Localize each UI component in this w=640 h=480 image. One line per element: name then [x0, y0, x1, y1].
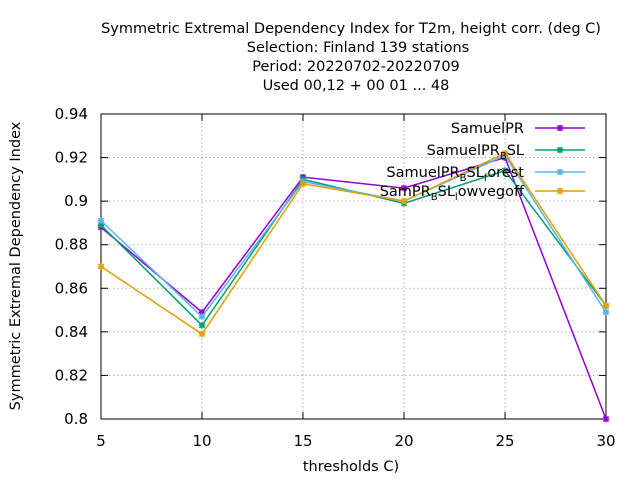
data-point — [97, 217, 105, 224]
grid — [101, 114, 606, 419]
data-point — [501, 167, 509, 174]
x-tick-label: 30 — [596, 432, 615, 450]
legend-marker — [556, 187, 564, 195]
data-point — [602, 302, 610, 309]
y-tick-label: 0.88 — [55, 236, 88, 254]
data-point — [198, 313, 206, 320]
legend-entry-2: SamuelPRBSL — [427, 143, 585, 162]
legend: SamuelPR SamuelPRBSL SamuelPRBSLforestSamP… — [380, 121, 585, 203]
y-tick-label: 0.92 — [55, 149, 88, 167]
title-line-4: Used 00,12 + 00 01 ... 48 — [263, 78, 450, 94]
series-4 — [97, 150, 610, 338]
y-tick-label: 0.82 — [55, 366, 88, 384]
x-axis-label: thresholds C) — [303, 459, 399, 475]
plot-frame — [100, 113, 607, 420]
series-line — [100, 154, 607, 318]
y-tick-label: 0.94 — [55, 105, 88, 123]
legend-label: SamuelPRBSL — [427, 143, 524, 162]
data-point — [602, 309, 610, 316]
legend-marker — [556, 124, 564, 132]
legend-entry-3: SamuelPRBSLforest — [386, 165, 585, 184]
legend-label: SamPRBSLlowvegoff — [380, 184, 525, 203]
data-point — [400, 197, 408, 205]
x-tick-label: 20 — [394, 432, 413, 450]
title-line-3: Period: 20220702-20220709 — [252, 59, 460, 75]
legend-entry-4: SamPRBSLlowvegoff — [380, 184, 585, 203]
title-line-1: Symmetric Extremal Dependency Index for … — [101, 21, 601, 37]
legend-marker — [556, 146, 564, 154]
legend-marker — [556, 168, 564, 176]
plot-border — [100, 113, 607, 420]
data-point — [299, 180, 307, 187]
data-point — [97, 263, 105, 270]
y-tick-label: 0.86 — [55, 279, 88, 297]
y-tick-label: 0.84 — [55, 323, 88, 341]
legend-entry-1: SamuelPR — [451, 121, 585, 137]
data-point — [198, 322, 206, 329]
axis-ticks: 0.8 0.82 0.84 0.86 0.88 0.9 0.92 0.94 5 10 15 20 25 3… — [55, 105, 616, 450]
y-tick-label: 0.8 — [64, 410, 88, 428]
title-line-2: Selection: Finland 139 stations — [247, 40, 469, 56]
data-point — [501, 150, 509, 157]
data-point — [400, 184, 408, 192]
data-point — [602, 415, 610, 423]
legend-label: SamuelPRBSLforest — [386, 165, 524, 184]
y-tick-label: 0.9 — [64, 192, 88, 210]
x-tick-label: 5 — [96, 432, 106, 450]
series-3 — [97, 152, 610, 320]
series-layer — [97, 150, 610, 423]
y-axis-label: Symmetric Extremal Dependency Index — [8, 121, 24, 410]
x-tick-label: 25 — [495, 432, 514, 450]
legend-label: SamuelPR — [451, 121, 524, 137]
series-line — [100, 156, 607, 420]
x-tick-label: 10 — [192, 432, 211, 450]
series-line — [100, 152, 607, 336]
chart-title: Symmetric Extremal Dependency Index for … — [101, 21, 601, 94]
x-tick-label: 15 — [293, 432, 312, 450]
data-point — [198, 330, 206, 338]
